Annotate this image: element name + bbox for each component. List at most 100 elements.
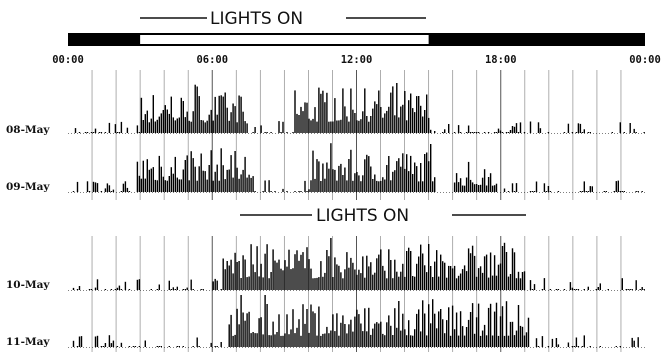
activity-bar [138,346,141,347]
activity-bar [156,119,158,133]
activity-bar [428,244,430,290]
activity-bar [388,249,390,290]
activity-bar [424,313,426,347]
activity-bar [352,180,354,192]
activity-bar [382,333,384,347]
activity-bar [372,328,374,347]
activity-bar [469,253,472,290]
activity-bar [412,335,414,347]
activity-bar [252,264,254,290]
activity-bar [523,271,526,290]
activity-bar [246,313,248,347]
activity-bar [465,271,468,290]
activity-bar [567,123,570,133]
activity-bar [174,120,176,133]
activity-bar [298,319,300,347]
activity-bar [154,121,156,133]
activity-bar [352,331,354,347]
activity-bar [555,338,558,347]
activity-bar [214,278,216,290]
activity-bar [224,179,226,192]
activity-bar [216,164,218,192]
activity-bar [132,346,135,347]
activity-bar [497,335,500,347]
activity-bar [254,333,256,347]
activity-bar [274,191,276,192]
activity-bar [424,265,426,290]
activity-bar [448,307,450,347]
activity-bar [326,92,328,133]
activity-bar [334,331,336,347]
activity-bar [631,337,633,347]
activity-bar [471,132,474,133]
activity-bar [376,180,378,192]
activity-bar [444,129,446,133]
activity-bar [200,120,202,133]
activity-bar [485,185,488,192]
activity-bar [392,171,394,192]
activity-bar [483,132,486,133]
activity-bar [380,249,382,290]
activity-bar [358,314,360,347]
activity-bar [264,295,266,347]
activity-bar [410,335,412,347]
activity-bar [168,176,170,192]
activity-bar [400,166,402,192]
activity-bar [635,132,637,133]
activity-bar [332,121,334,133]
activity-bar [292,132,294,133]
activity-bar [477,268,480,290]
activity-bar [350,319,352,347]
activity-bar [424,110,426,133]
activity-bar [625,289,627,290]
activity-bar [426,94,428,133]
activity-bar [495,183,498,192]
activity-bar [573,289,576,290]
activity-bar [176,177,178,192]
activity-bar [489,303,492,347]
activity-bar [360,119,362,133]
activity-bar [168,346,170,347]
activity-bar [226,261,228,290]
activity-bar [420,331,422,347]
activity-bar [330,121,332,133]
activity-bar [78,336,81,347]
activity-bar [302,304,304,347]
activity-bar [615,346,617,347]
activity-bar [501,246,504,290]
activity-bar [420,244,422,290]
activity-bar [364,159,366,192]
x-tick-label: 06:00 [196,54,228,66]
activity-bar [136,161,139,192]
activity-bar [138,279,141,290]
activity-bar [344,269,346,290]
activity-bar [126,127,129,133]
activity-bar [491,185,494,192]
activity-bar [256,246,258,290]
activity-bar [102,346,105,347]
activity-bar [473,333,476,347]
activity-bar [332,277,334,290]
activity-bar [322,276,324,290]
activity-bar [134,346,137,347]
activity-bar [354,173,356,192]
activity-bar [511,248,514,290]
activity-bar [172,287,174,290]
lights-on-top-label: LIGHTS ON [210,9,303,29]
activity-bar [146,110,148,133]
activity-bar [643,132,645,133]
activity-bar [515,183,518,192]
activity-bar [234,151,236,192]
activity-bar [364,88,366,133]
activity-bar [300,335,302,347]
activity-bar [394,308,396,347]
activity-bar [408,171,410,192]
activity-bar [402,153,404,192]
activity-bar [196,337,198,347]
activity-bar [108,335,111,347]
activity-bar [324,272,326,290]
activity-bar [400,271,402,290]
activity-bar [138,175,141,192]
activity-bar [338,165,340,192]
activity-bar [547,186,550,192]
